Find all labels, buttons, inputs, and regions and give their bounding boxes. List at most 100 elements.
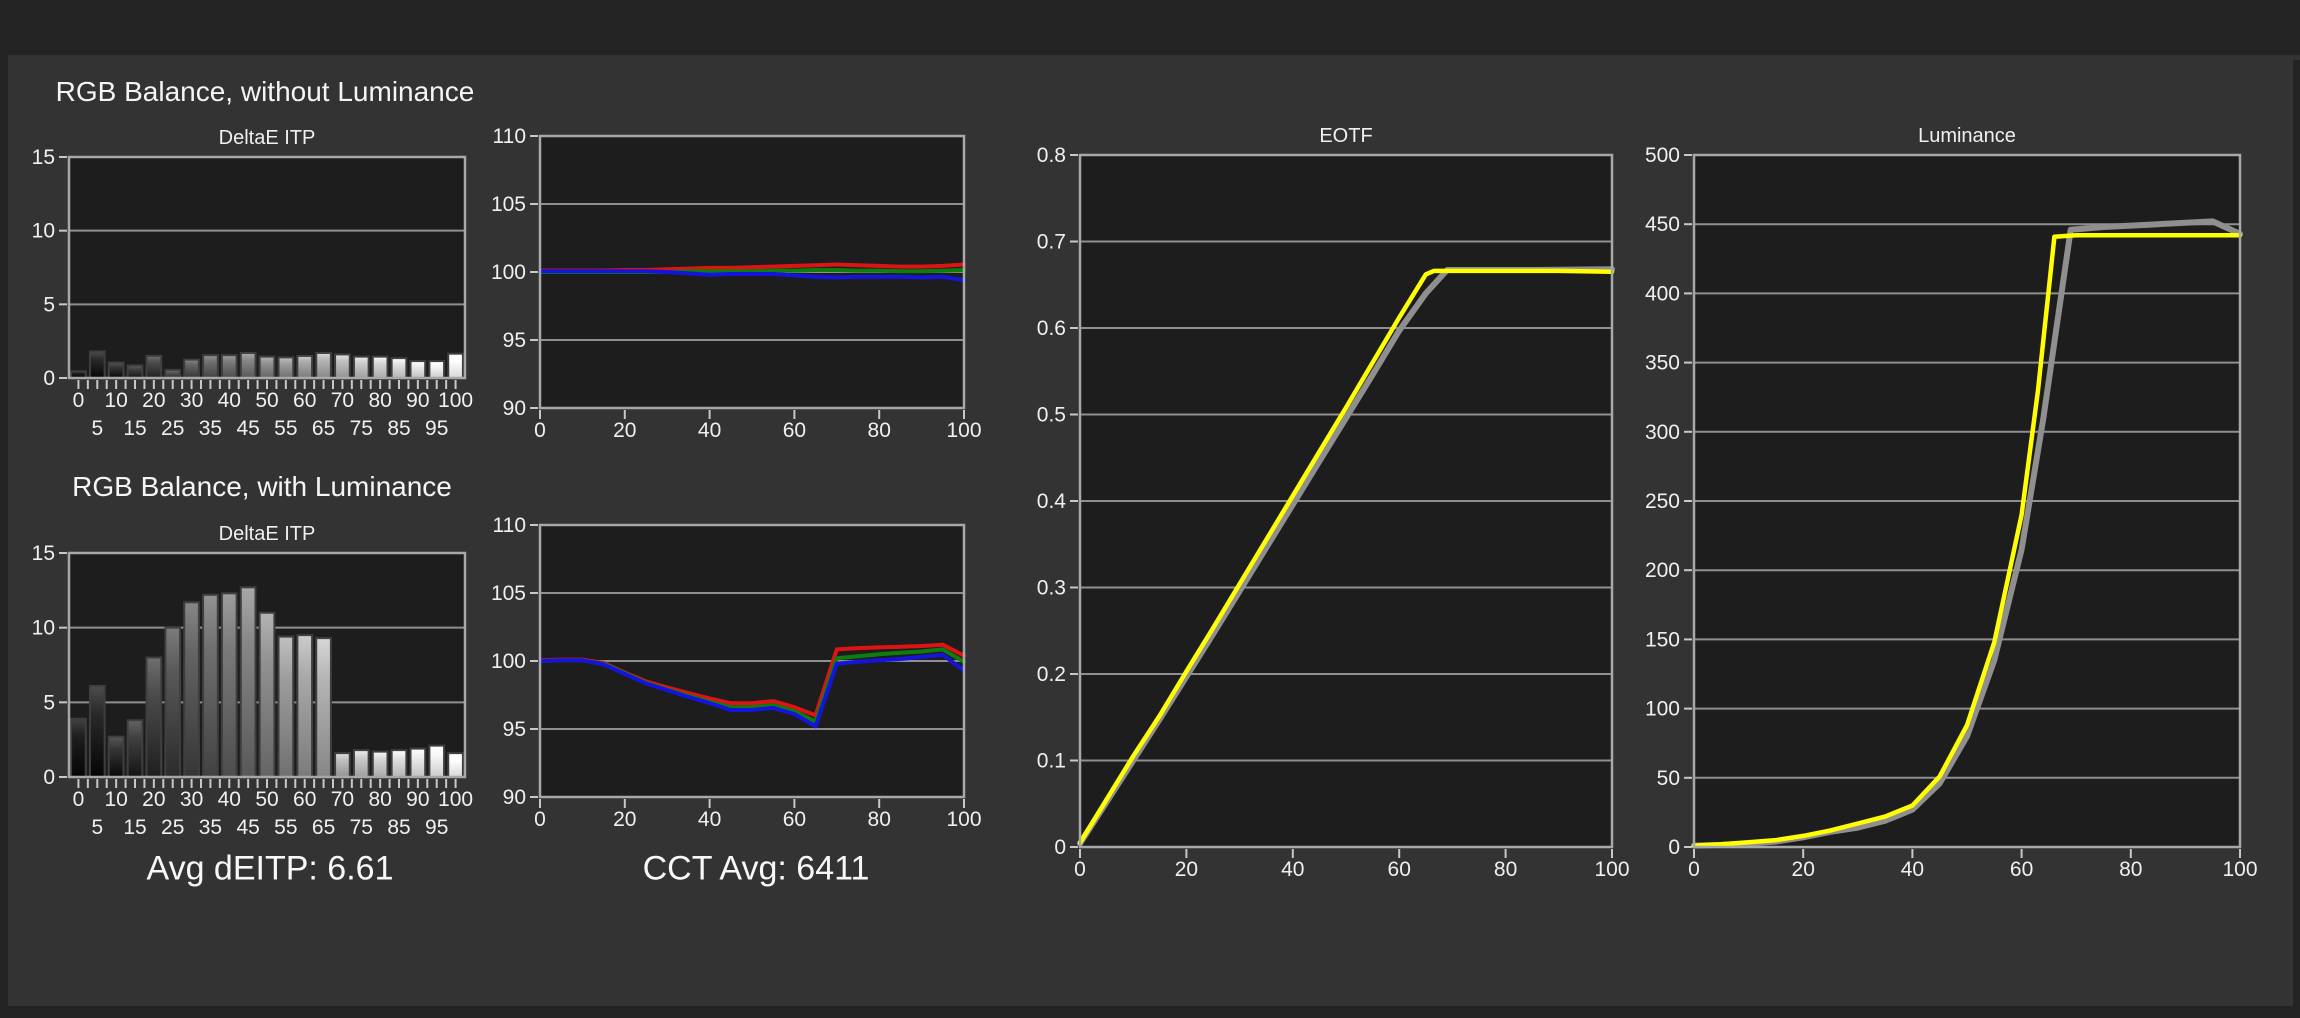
svg-text:20: 20	[613, 808, 636, 831]
bar-level-75	[352, 749, 370, 778]
svg-text:0.8: 0.8	[1037, 144, 1066, 167]
svg-text:40: 40	[1901, 858, 1924, 881]
y-axis: 0 5 10 15	[32, 146, 67, 390]
svg-text:100: 100	[438, 788, 473, 811]
svg-text:100: 100	[491, 650, 526, 673]
svg-text:105: 105	[491, 193, 526, 216]
svg-text:75: 75	[350, 417, 373, 440]
chart-svg-eotf: 0 0.1 0.2 0.3 0.4 0.5 0.6 0.7 0.8 0 20 40 60 80 100 EOT…	[1037, 125, 1630, 881]
svg-text:90: 90	[503, 786, 526, 809]
bar-level-30	[183, 358, 200, 379]
bar-level-20	[145, 354, 163, 379]
plot-area	[69, 157, 465, 378]
x-axis: 0 20 40 60 80 100	[1074, 849, 1630, 881]
y-axis: 0 5 10 15	[32, 542, 67, 789]
svg-text:450: 450	[1645, 213, 1680, 236]
y-axis: 0 0.1 0.2 0.3 0.4 0.5 0.6 0.7 0.8	[1037, 144, 1078, 859]
svg-text:35: 35	[199, 417, 222, 440]
plot-border	[1692, 153, 2242, 849]
svg-text:95: 95	[503, 718, 526, 741]
svg-text:20: 20	[613, 419, 636, 442]
svg-text:100: 100	[2222, 858, 2257, 881]
bar-level-10	[107, 735, 125, 778]
bar-level-60	[296, 354, 314, 379]
bar-level-40	[220, 592, 238, 778]
bar-level-75	[352, 355, 370, 380]
svg-text:50: 50	[1657, 767, 1680, 790]
bar-level-45	[239, 351, 257, 380]
svg-text:55: 55	[274, 816, 297, 839]
svg-text:350: 350	[1645, 352, 1680, 375]
svg-text:0: 0	[1054, 836, 1066, 859]
svg-text:105: 105	[491, 582, 526, 605]
svg-text:0: 0	[43, 766, 55, 789]
svg-text:80: 80	[2119, 858, 2142, 881]
bar-level-65	[315, 351, 332, 380]
svg-text:110: 110	[493, 125, 526, 148]
bar-level-45	[239, 586, 257, 778]
svg-text:50: 50	[255, 389, 278, 412]
svg-text:15: 15	[32, 542, 55, 565]
svg-text:5: 5	[43, 691, 55, 714]
bar-level-80	[371, 750, 389, 778]
window-frame-bottom	[0, 1006, 2300, 1018]
series-measured	[1691, 233, 2243, 848]
svg-text:0: 0	[43, 367, 55, 390]
svg-text:10: 10	[104, 389, 127, 412]
bar-level-25	[164, 626, 182, 778]
chart-svg-luminance: 0 50 100 150 200 250 300 350 400 450 500 0 20 40 60 80 1…	[1645, 125, 2258, 881]
cct-avg-value: CCT Avg: 6411	[642, 849, 870, 888]
svg-text:300: 300	[1645, 421, 1680, 444]
svg-text:400: 400	[1645, 282, 1680, 305]
svg-text:25: 25	[161, 816, 184, 839]
svg-text:100: 100	[946, 419, 981, 442]
series-blue	[538, 269, 966, 283]
svg-text:65: 65	[312, 417, 335, 440]
svg-text:35: 35	[199, 816, 222, 839]
plot-border	[1078, 153, 1614, 849]
svg-text:0.5: 0.5	[1037, 404, 1066, 427]
bar-level-55	[277, 356, 295, 380]
svg-text:80: 80	[1494, 858, 1517, 881]
plot-border	[67, 551, 467, 779]
bar-level-50	[258, 355, 276, 380]
svg-text:45: 45	[236, 417, 259, 440]
svg-text:40: 40	[1281, 858, 1304, 881]
chart-deltae-itp-without-luminance: 0 5 10 15 0 5 10 15 20 25 30 35 40 45 50 55 60 65 70 75 80 85…	[0, 107, 515, 483]
chart-title: Luminance	[1918, 125, 2016, 147]
bar-level-0	[70, 717, 87, 778]
y-axis: 90 95 100 105 110	[491, 125, 538, 420]
bar-level-85	[390, 357, 408, 379]
bar-level-60	[296, 634, 314, 778]
window-frame-top	[0, 0, 2300, 55]
svg-text:80: 80	[868, 419, 891, 442]
svg-text:100: 100	[1594, 858, 1629, 881]
bar-level-50	[258, 611, 276, 778]
svg-text:20: 20	[142, 389, 165, 412]
svg-text:90: 90	[406, 788, 429, 811]
bar-level-5	[88, 684, 106, 778]
svg-text:45: 45	[236, 816, 259, 839]
chart-svg-deltae-with-lum: 0510150510152025303540455055606570758085…	[32, 523, 473, 839]
svg-text:0.4: 0.4	[1037, 490, 1067, 513]
bar-level-5	[88, 350, 106, 379]
svg-text:30: 30	[180, 788, 203, 811]
svg-text:0.2: 0.2	[1037, 663, 1066, 686]
svg-text:10: 10	[32, 220, 55, 243]
svg-text:0: 0	[1668, 836, 1680, 859]
svg-text:85: 85	[387, 417, 410, 440]
bar-level-90	[409, 747, 427, 778]
window-frame-right	[2293, 60, 2300, 1018]
svg-text:60: 60	[783, 808, 806, 831]
svg-text:40: 40	[218, 788, 241, 811]
plot-border	[67, 155, 467, 380]
svg-text:0: 0	[1688, 858, 1700, 881]
svg-text:60: 60	[783, 419, 806, 442]
svg-text:100: 100	[1645, 698, 1680, 721]
svg-text:80: 80	[368, 389, 391, 412]
chart-svg-deltae-no-lum: 0510150510152025303540455055606570758085…	[32, 127, 473, 440]
x-axis: 0 20 40 60 80 100	[534, 799, 982, 831]
svg-text:15: 15	[123, 816, 146, 839]
y-axis: 90 95 100 105 110	[491, 514, 538, 809]
svg-text:60: 60	[2010, 858, 2033, 881]
